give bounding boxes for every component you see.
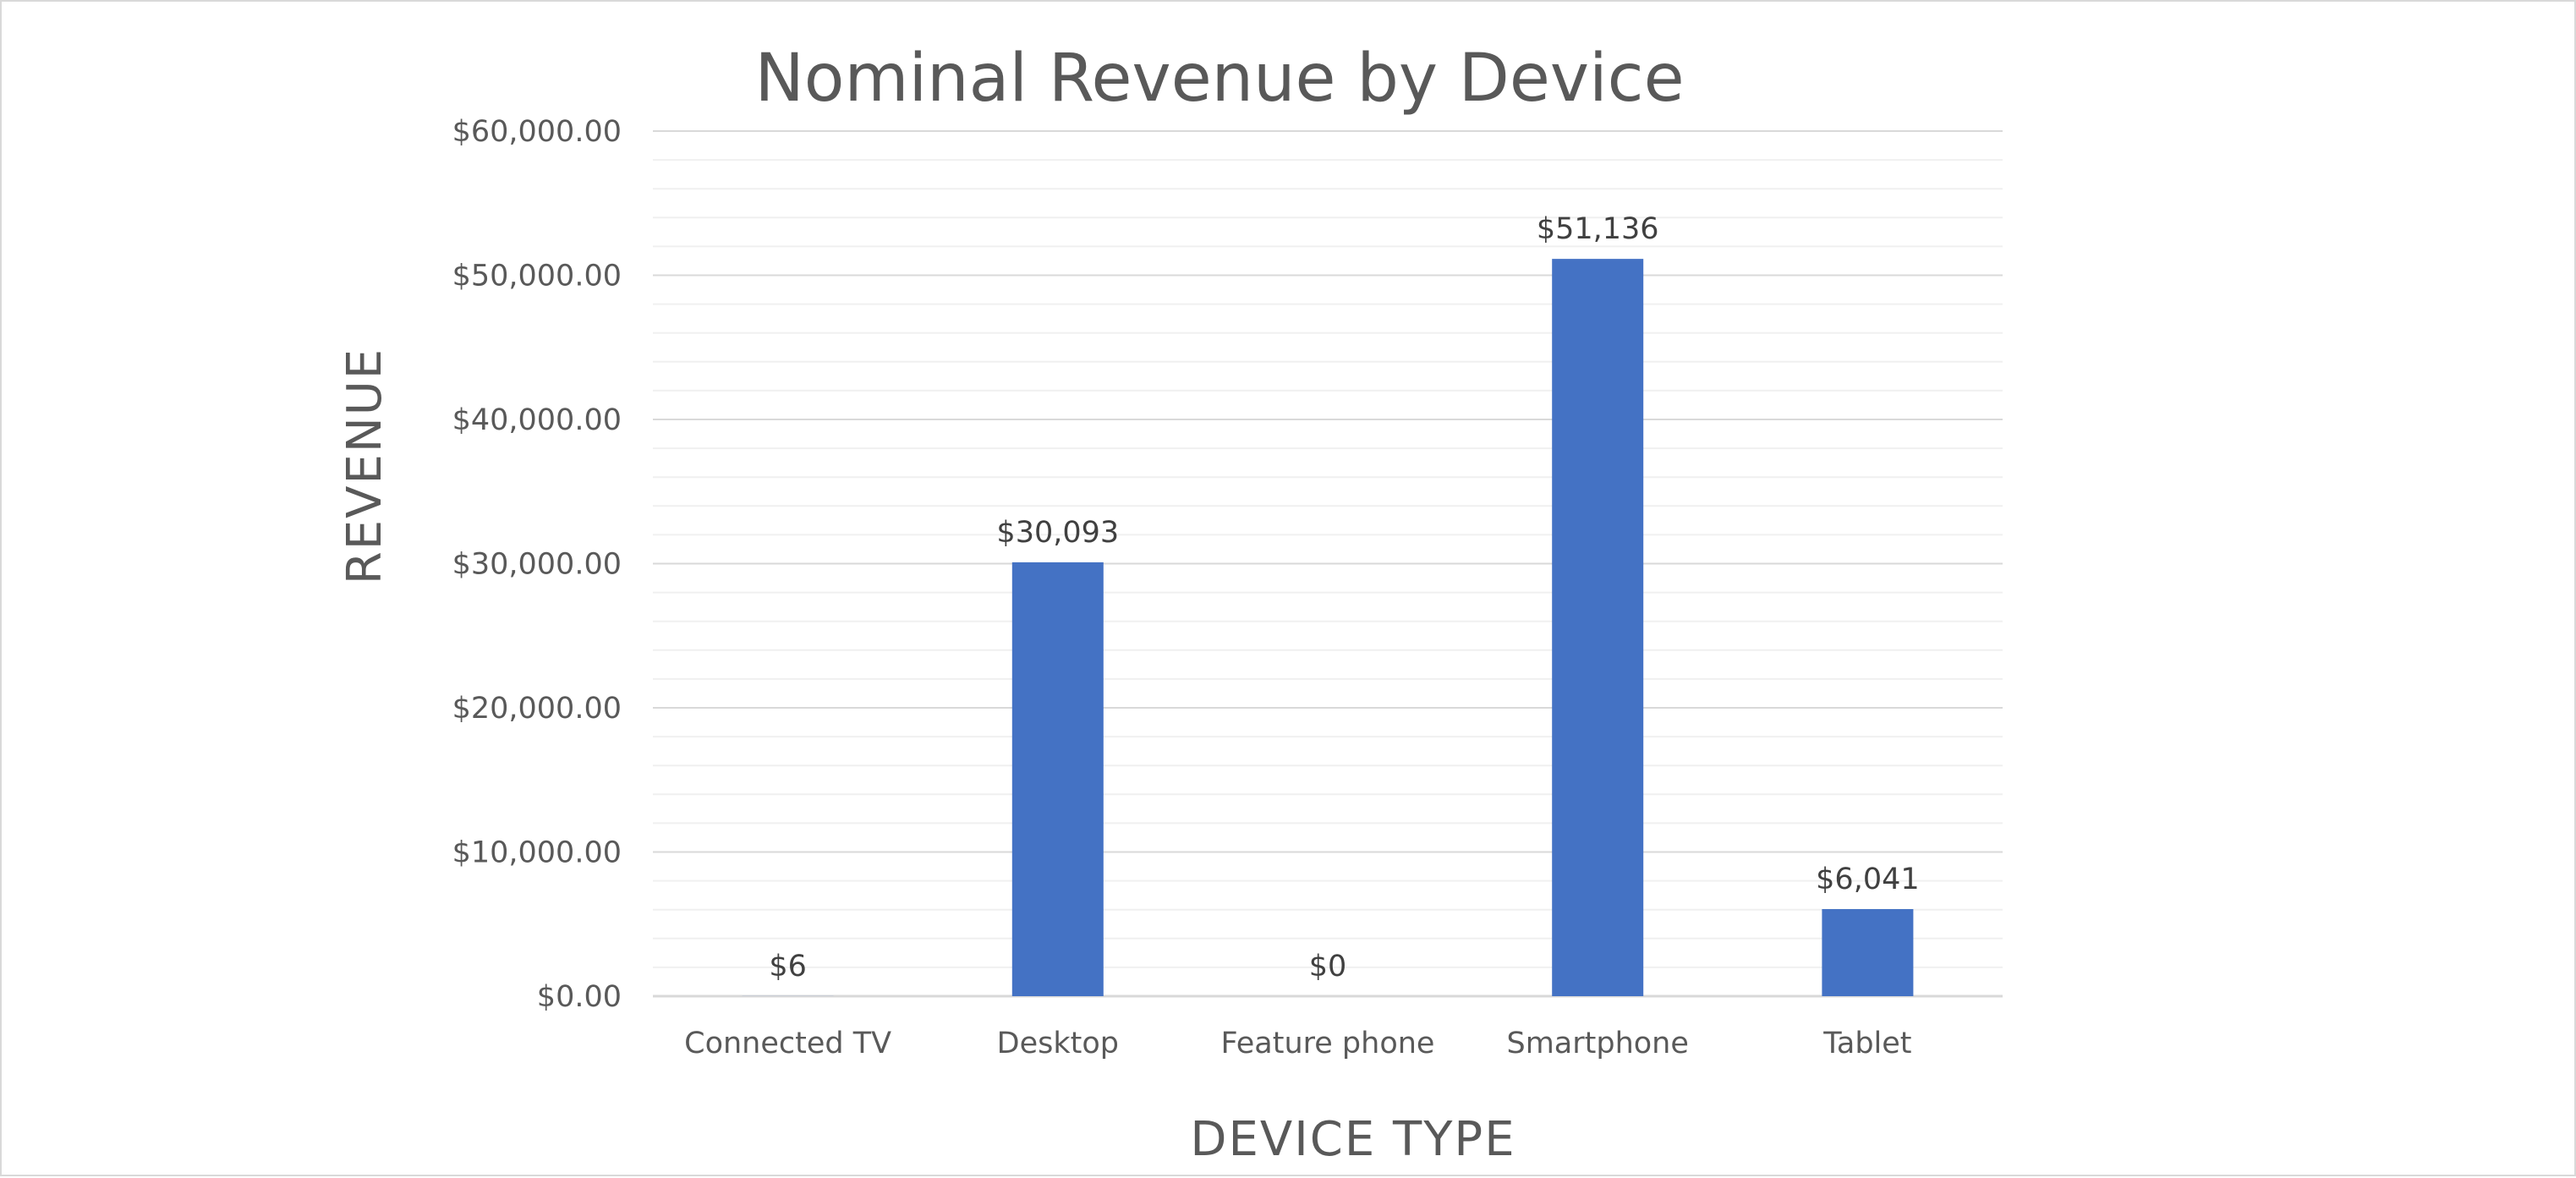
gridlines [653,131,2003,967]
data-label: $51,136 [1537,212,1659,246]
data-label: $30,093 [996,516,1119,550]
y-tick-label: $40,000.00 [452,403,622,437]
x-tick-label: Smartphone [1506,1027,1688,1060]
data-label: $0 [1309,950,1347,983]
x-tick-label: Desktop [997,1027,1119,1060]
y-tick-label: $0.00 [537,980,622,1014]
y-axis-title: REVENUE [337,348,392,584]
chart-title: Nominal Revenue by Device [754,41,1684,117]
data-label: $6,041 [1816,863,1919,896]
x-tick-label: Connected TV [684,1027,891,1060]
x-tick-label: Feature phone [1221,1027,1435,1060]
y-tick-label: $50,000.00 [452,260,622,293]
bar-desktop [1012,562,1104,996]
y-tick-label: $10,000.00 [452,836,622,870]
y-tick-label: $20,000.00 [452,692,622,726]
x-tick-label: Tablet [1822,1027,1911,1060]
y-tick-label: $30,000.00 [452,548,622,582]
y-tick-label: $60,000.00 [452,115,622,149]
data-labels: $6 $30,093 $0 $51,136 $6,041 [769,212,1919,983]
x-axis-tick-labels: Connected TV Desktop Feature phone Smartpho… [684,1027,1911,1060]
data-label: $6 [769,950,807,983]
bar-smartphone [1552,259,1643,996]
bar-tablet [1822,909,1913,996]
bars [743,259,1914,996]
y-axis-tick-labels: $0.00 $10,000.00 $20,000.00 $30,000.00 $40,0… [452,115,622,1014]
x-axis-title: DEVICE TYPE [1190,1112,1515,1167]
